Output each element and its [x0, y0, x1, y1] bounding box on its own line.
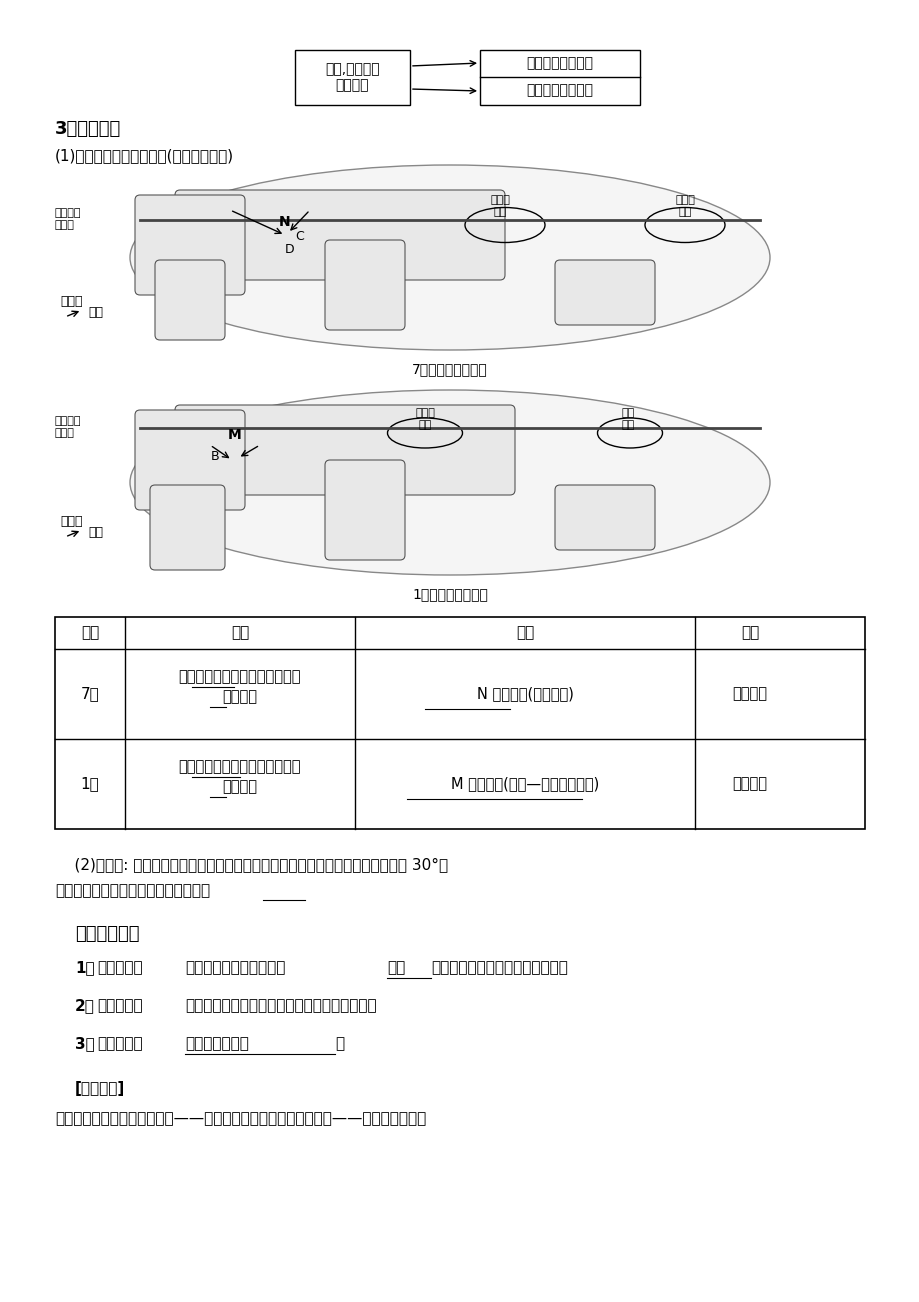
Text: 亚洲东部和南部: 亚洲东部和南部	[185, 1036, 249, 1051]
Text: 7月: 7月	[81, 686, 99, 702]
Text: 。: 。	[335, 1036, 344, 1051]
Text: 海洋: 海洋	[740, 625, 758, 641]
Text: 阿留申
低压: 阿留申 低压	[414, 408, 435, 430]
Text: 时间: 时间	[81, 625, 99, 641]
Text: (1)高、低气压中心的分布(以北半球为例): (1)高、低气压中心的分布(以北半球为例)	[55, 148, 233, 163]
Text: 副极地低
气压带: 副极地低 气压带	[55, 417, 82, 437]
Text: [温馨提示]: [温馨提示]	[75, 1081, 125, 1096]
Text: 典型地区：: 典型地区：	[96, 1036, 142, 1051]
FancyBboxPatch shape	[324, 460, 404, 560]
Text: M: M	[228, 428, 242, 441]
Text: 2．: 2．	[75, 999, 95, 1013]
Text: 季节: 季节	[387, 960, 404, 975]
Text: (2)南半球: 海洋面积占绝对优势，气压带的纬向分布比北半球明显，特别是南纬 30°以: (2)南半球: 海洋面积占绝对优势，气压带的纬向分布比北半球明显，特别是南纬 3…	[55, 857, 448, 872]
Text: 三、季风环流: 三、季风环流	[75, 924, 140, 943]
Text: 副热带高
气压带: 副热带高 气压带	[55, 208, 82, 229]
Text: 而有显著改变的现象，称为季风。: 而有显著改变的现象，称为季风。	[430, 960, 567, 975]
FancyBboxPatch shape	[154, 260, 225, 340]
FancyBboxPatch shape	[135, 195, 244, 296]
Text: 3．: 3．	[75, 1036, 95, 1051]
Text: 夏威夷
高压: 夏威夷 高压	[490, 195, 509, 216]
Text: D: D	[285, 243, 294, 256]
Text: 形成原因：: 形成原因：	[96, 999, 142, 1013]
FancyBboxPatch shape	[175, 405, 515, 495]
Text: 1月: 1月	[81, 776, 99, 792]
Text: 季风概念：: 季风概念：	[96, 960, 142, 975]
Text: 海洋上形成高气压: 海洋上形成高气压	[526, 83, 593, 98]
Text: 冰岛
低压: 冰岛 低压	[620, 408, 634, 430]
Text: 高压中心: 高压中心	[732, 686, 766, 702]
Text: 3．具体影响: 3．具体影响	[55, 120, 121, 138]
Text: 7月份气压中心分布: 7月份气压中心分布	[412, 362, 487, 376]
Ellipse shape	[130, 391, 769, 575]
Text: 亚洲东部背靠世界最大的大陆——亚欧大陆，面向世界最大的大洋——太平洋，海陆热: 亚洲东部背靠世界最大的大陆——亚欧大陆，面向世界最大的大洋——太平洋，海陆热	[55, 1111, 425, 1126]
Text: 原因: 原因	[231, 625, 249, 641]
Text: N: N	[278, 215, 290, 229]
Text: 压所切断: 压所切断	[222, 689, 257, 704]
Text: 大陆上形成低气压: 大陆上形成低气压	[526, 56, 593, 70]
Text: 副极地低气压带被大陆上的高气: 副极地低气压带被大陆上的高气	[178, 759, 301, 773]
Text: 夏季,大陆增温
比海洋快: 夏季,大陆增温 比海洋快	[324, 62, 380, 92]
Text: 图例：: 图例：	[60, 296, 83, 309]
FancyBboxPatch shape	[150, 486, 225, 570]
Text: 1月份气压中心分布: 1月份气压中心分布	[412, 587, 487, 602]
FancyBboxPatch shape	[175, 190, 505, 280]
Text: 压所切断: 压所切断	[222, 779, 257, 794]
Text: 海陆热力性质差异和气压带、风带的季节移动。: 海陆热力性质差异和气压带、风带的季节移动。	[185, 999, 376, 1013]
Ellipse shape	[130, 165, 769, 350]
Text: 南的地区，气压带基本上呈带状分布。: 南的地区，气压带基本上呈带状分布。	[55, 883, 210, 898]
Text: N 亚洲低压(印度低压): N 亚洲低压(印度低压)	[476, 686, 573, 702]
Text: M 亚洲高压(蒙古—西伯利亚高压): M 亚洲高压(蒙古—西伯利亚高压)	[450, 776, 598, 792]
FancyBboxPatch shape	[554, 260, 654, 326]
Text: 风向: 风向	[88, 526, 103, 539]
Text: C: C	[295, 230, 304, 243]
Text: 陆地: 陆地	[516, 625, 534, 641]
Text: 副热带高气压带被大陆上的低气: 副热带高气压带被大陆上的低气	[178, 669, 301, 684]
FancyBboxPatch shape	[324, 240, 404, 329]
Text: 低压中心: 低压中心	[732, 776, 766, 792]
Text: 风向: 风向	[88, 306, 103, 319]
Text: 图例：: 图例：	[60, 516, 83, 529]
FancyBboxPatch shape	[135, 410, 244, 510]
Text: B: B	[210, 450, 219, 464]
Text: 大范围地区的盛行风向随: 大范围地区的盛行风向随	[185, 960, 285, 975]
Text: 1．: 1．	[75, 960, 95, 975]
FancyBboxPatch shape	[554, 486, 654, 549]
Text: 亚速尔
高压: 亚速尔 高压	[675, 195, 694, 216]
